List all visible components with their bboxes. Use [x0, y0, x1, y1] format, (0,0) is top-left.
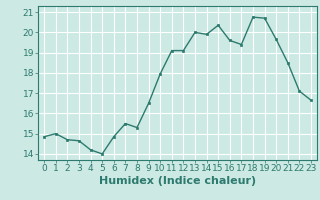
- X-axis label: Humidex (Indice chaleur): Humidex (Indice chaleur): [99, 176, 256, 186]
